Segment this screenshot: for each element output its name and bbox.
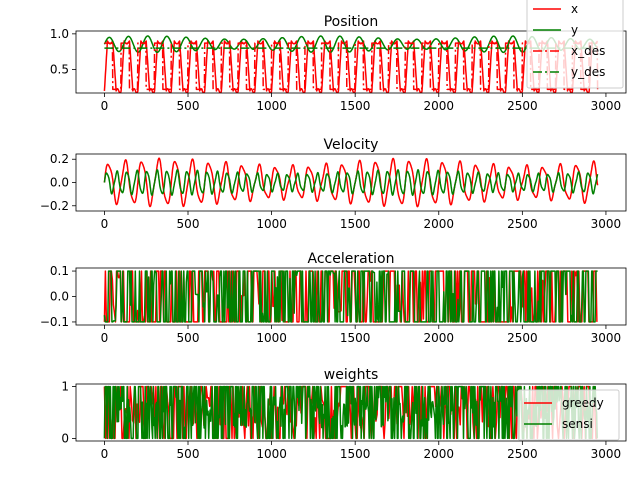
y-tick-label: 0.0 — [50, 290, 69, 304]
x-tick-label: 500 — [177, 331, 200, 345]
x-tick-label: 1000 — [256, 99, 287, 113]
y-tick-label: 0.2 — [50, 152, 69, 166]
y-tick-label: 0.0 — [50, 176, 69, 190]
subplot-title: Velocity — [324, 137, 379, 153]
x-tick-label: 2500 — [507, 447, 538, 461]
y-tick-label: 1.0 — [50, 27, 69, 41]
legend-label: sensi — [562, 417, 593, 431]
subplot-acceleration: Acceleration 0 500 1000 1500 2000 2500 3000 −0.1… — [40, 251, 627, 345]
x-tick-label: 2500 — [507, 217, 538, 231]
y-tick-label: 1 — [61, 380, 69, 394]
x-tick-label: 1000 — [256, 331, 287, 345]
series-line-y — [103, 35, 599, 54]
legend-label: x — [571, 2, 578, 16]
x-tick-label: 500 — [177, 447, 200, 461]
x-tick-label: 0 — [101, 217, 109, 231]
series-line-1 — [103, 270, 598, 323]
x-tick-label: 1500 — [340, 99, 371, 113]
x-tick-label: 3000 — [591, 447, 622, 461]
x-tick-label: 3000 — [591, 331, 622, 345]
x-tick-label: 1500 — [340, 447, 371, 461]
x-tick-label: 500 — [177, 99, 200, 113]
series-line-x-des — [104, 42, 599, 91]
legend-label: greedy — [562, 396, 604, 410]
subplot-title: Acceleration — [308, 251, 395, 267]
x-tick-label: 2000 — [423, 447, 454, 461]
x-tick-label: 0 — [101, 447, 109, 461]
legend: greedy sensi — [517, 389, 620, 441]
y-tick-label: −0.1 — [40, 315, 69, 329]
legend-label: x_des — [571, 44, 605, 58]
series-line-sensi — [103, 385, 598, 440]
x-tick-label: 3000 — [591, 99, 622, 113]
axes-frame — [75, 30, 627, 94]
y-tick-label: −0.2 — [40, 199, 69, 213]
legend-label: y — [571, 23, 578, 37]
x-tick-label: 2000 — [423, 99, 454, 113]
subplot-title: Position — [324, 14, 379, 30]
x-tick-label: 0 — [101, 99, 109, 113]
x-tick-label: 1500 — [340, 331, 371, 345]
legend-box — [526, 0, 624, 89]
x-tick-label: 1000 — [256, 217, 287, 231]
y-tick-label: 0 — [61, 431, 69, 445]
series-line-1 — [103, 169, 599, 197]
y-tick-label: 0.5 — [50, 62, 69, 76]
series-line-0 — [103, 157, 599, 208]
x-tick-label: 3000 — [591, 217, 622, 231]
subplot-weights: weights 0 500 1000 1500 2000 2500 3000 0 1 greedy s… — [61, 367, 627, 461]
x-tick-label: 2000 — [423, 217, 454, 231]
x-tick-label: 2500 — [507, 99, 538, 113]
subplot-title: weights — [324, 367, 379, 383]
x-tick-label: 500 — [177, 217, 200, 231]
x-tick-label: 2000 — [423, 331, 454, 345]
x-tick-label: 2500 — [507, 331, 538, 345]
x-tick-label: 1500 — [340, 217, 371, 231]
x-tick-label: 0 — [101, 331, 109, 345]
legend: xy x_des y_des — [526, 0, 624, 89]
y-tick-label: 0.1 — [50, 264, 69, 278]
x-tick-label: 1000 — [256, 447, 287, 461]
legend-label: y_des — [571, 65, 605, 79]
axes-frame — [75, 383, 627, 442]
subplot-velocity: Velocity 0 500 1000 1500 2000 2500 3000 −0.2 0.0 0… — [40, 137, 627, 231]
